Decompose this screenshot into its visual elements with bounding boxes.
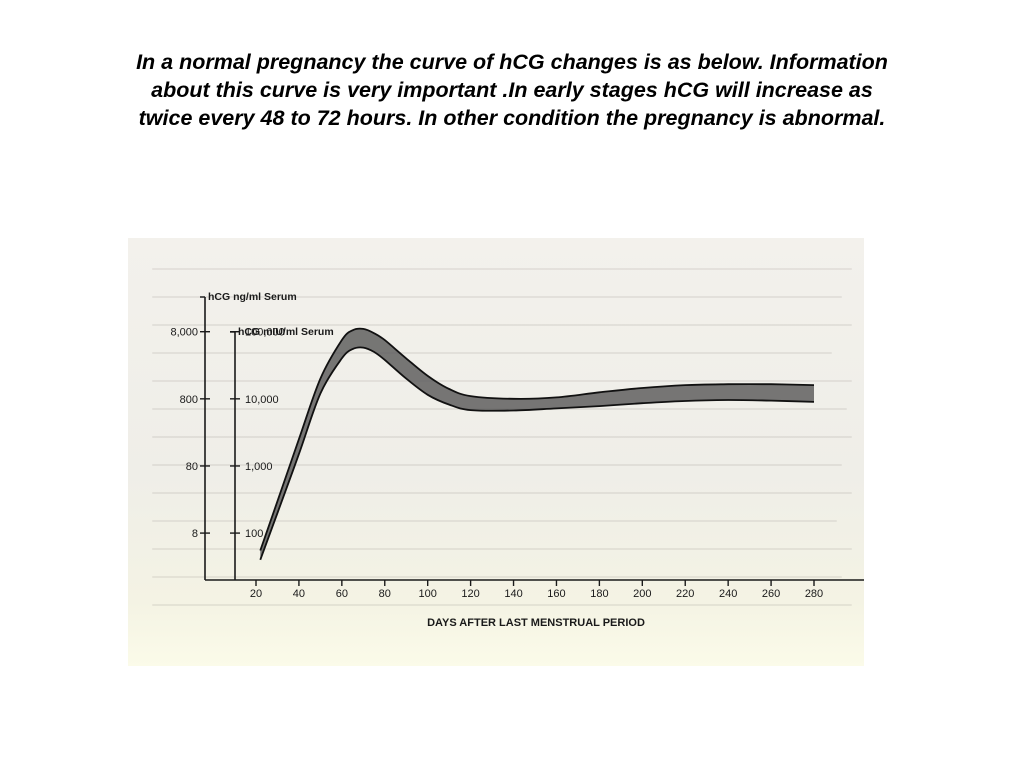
hcg-upper-curve [259, 327, 815, 551]
x-tick-label: 280 [805, 588, 823, 600]
x-tick-label: 120 [461, 588, 479, 600]
x-tick-label: 160 [547, 588, 565, 600]
outer-y-tick-label: 8 [192, 528, 198, 540]
x-tick-label: 80 [379, 588, 391, 600]
outer-y-tick-label: 80 [186, 461, 198, 473]
outer-y-tick-label: 8,000 [170, 327, 198, 339]
x-tick-label: 140 [504, 588, 522, 600]
x-tick-label: 60 [336, 588, 348, 600]
x-tick-label: 260 [762, 588, 780, 600]
x-tick-label: 100 [419, 588, 437, 600]
x-tick-label: 40 [293, 588, 305, 600]
inner-y-tick-label: 100 [245, 528, 263, 540]
x-tick-label: 20 [250, 588, 262, 600]
inner-y-axis-label: hCG mIU/ml Serum [238, 326, 334, 338]
slide-title-line-2: about this curve is very important .In e… [151, 78, 873, 102]
inner-y-tick-label: 100,000 [245, 327, 285, 339]
x-tick-label: 220 [676, 588, 694, 600]
x-tick-label: 240 [719, 588, 737, 600]
outer-y-axis-label: hCG ng/ml Serum [208, 291, 297, 303]
inner-y-tick-label: 1,000 [245, 461, 273, 473]
x-tick-label: 200 [633, 588, 651, 600]
inner-y-tick-label: 10,000 [245, 394, 279, 406]
hcg-lower-curve [259, 346, 815, 561]
slide-title: In a normal pregnancy the curve of hCG c… [40, 48, 984, 132]
x-axis-label: DAYS AFTER LAST MENSTRUAL PERIOD [427, 617, 645, 629]
hcg-range-band [260, 328, 814, 560]
slide-title-line-3: twice every 48 to 72 hours. In other con… [138, 106, 886, 130]
x-tick-label: 180 [590, 588, 608, 600]
slide-title-line-1: In a normal pregnancy the curve of hCG c… [136, 50, 888, 74]
outer-y-tick-label: 800 [180, 394, 198, 406]
